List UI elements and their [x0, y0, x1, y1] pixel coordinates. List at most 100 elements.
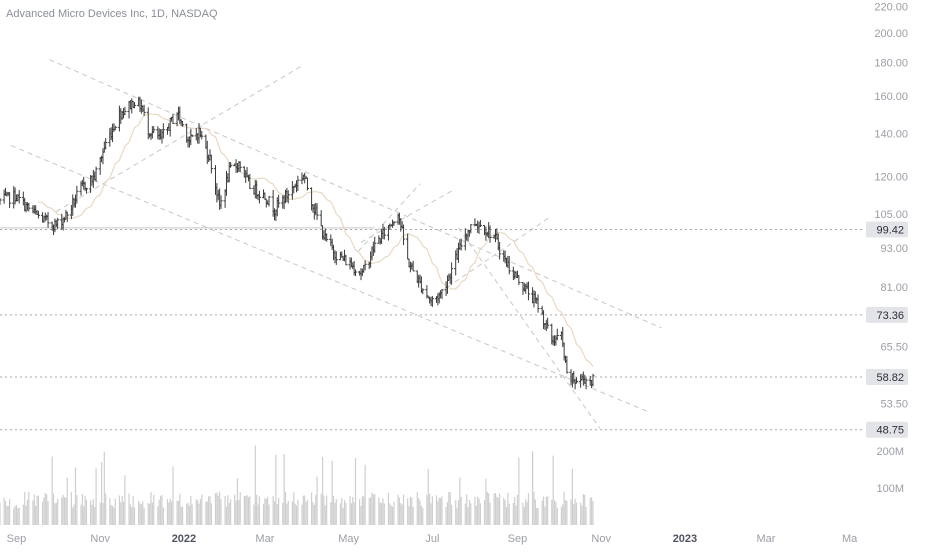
time-tick-label: Mar	[255, 533, 274, 545]
volume-bar	[537, 507, 539, 525]
volume-bar	[220, 499, 222, 525]
chart-title: Advanced Micro Devices Inc, 1D, NASDAQ	[6, 8, 218, 20]
trend-line[interactable]	[447, 216, 551, 288]
trend-line[interactable]	[458, 227, 601, 429]
volume-bar	[43, 497, 45, 525]
volume-bar	[518, 457, 520, 525]
volume-bar	[464, 503, 466, 525]
volume-bar	[512, 502, 514, 525]
volume-bar	[455, 500, 457, 525]
volume-bar	[485, 478, 487, 525]
volume-bar	[418, 497, 420, 525]
price-bar	[478, 220, 483, 228]
volume-bar	[54, 503, 56, 525]
price-bar	[449, 262, 454, 285]
volume-bar	[268, 504, 270, 525]
volume-bar	[217, 495, 219, 525]
volume-bar	[111, 505, 114, 525]
volume-bar	[474, 497, 476, 525]
volume-bar	[343, 499, 346, 525]
volume-bar	[179, 493, 181, 525]
price-bar	[411, 260, 415, 272]
trend-line[interactable]	[10, 145, 649, 413]
volume-bar	[147, 503, 149, 525]
volume-bar	[138, 500, 140, 525]
volume-bar	[186, 503, 188, 525]
price-level-label: 58.82	[866, 368, 908, 385]
volume-bar	[573, 503, 575, 525]
time-axis[interactable]: Sep Nov 2022 Mar May Jul Sep Nov 2023 Mar Ma	[7, 533, 858, 545]
volume-bar	[128, 493, 130, 525]
volume-bar	[560, 506, 562, 525]
volume-bar	[545, 496, 547, 525]
price-bar	[248, 173, 252, 190]
volume-bar	[334, 502, 336, 525]
volume-bar	[353, 502, 355, 525]
price-bar	[319, 210, 323, 227]
volume-bar	[589, 498, 591, 525]
volume-bar	[402, 494, 405, 525]
volume-bar	[571, 468, 573, 525]
price-tick-label: 53.50	[880, 399, 908, 411]
volume-bar	[181, 506, 184, 525]
volume-bar	[83, 506, 85, 525]
price-bar	[315, 203, 319, 220]
volume-bar	[475, 505, 477, 525]
volume-bar	[497, 497, 499, 525]
svg-text:58.82: 58.82	[876, 372, 904, 384]
volume-bar	[345, 502, 347, 525]
price-axis[interactable]: 220.00 200.00 180.00 160.00 140.00 120.00 105.…	[874, 1, 908, 410]
volume-bar	[387, 492, 390, 525]
volume-bar	[227, 495, 229, 525]
volume-bar	[393, 501, 395, 525]
volume-bar	[470, 503, 472, 525]
volume-bar	[245, 496, 247, 525]
volume-bar	[555, 501, 557, 525]
volume-bar	[320, 493, 322, 525]
volume-bar	[92, 499, 94, 525]
volume-bar	[370, 497, 372, 525]
trend-lines-layer	[0, 59, 662, 429]
volume-bar	[80, 504, 82, 525]
volume-bar	[456, 508, 458, 525]
volume-bar	[36, 495, 38, 525]
volume-bar	[25, 505, 27, 525]
volume-bar	[582, 494, 584, 525]
volume-bar	[94, 506, 96, 525]
volume-bar	[391, 506, 394, 525]
volume-bar	[419, 500, 421, 525]
volume-bar	[562, 504, 564, 525]
volume-bar	[533, 491, 535, 525]
volume-bar	[0, 502, 1, 525]
price-level-labels: 99.42 73.36 58.82 48.75	[866, 221, 908, 438]
volume-bar	[170, 501, 173, 525]
volume-bar	[359, 499, 361, 525]
volume-bar	[335, 498, 337, 525]
volume-bar	[103, 451, 105, 525]
volume-bar	[574, 498, 576, 525]
volume-bar	[26, 499, 29, 525]
volume-bar	[330, 501, 332, 525]
volume-bar	[249, 496, 251, 525]
volume-bar	[361, 496, 363, 525]
price-bar	[228, 162, 233, 168]
volume-bar	[198, 503, 200, 525]
volume-bar	[531, 451, 534, 525]
volume-bar	[401, 504, 403, 525]
trend-line[interactable]	[49, 59, 662, 329]
volume-bar	[151, 502, 153, 525]
price-bar	[392, 221, 396, 227]
trend-line[interactable]	[357, 183, 421, 252]
volume-bar	[486, 491, 488, 525]
volume-bar	[478, 498, 480, 525]
trend-line[interactable]	[56, 65, 303, 212]
volume-bar	[427, 468, 429, 525]
volume-bar	[411, 497, 413, 525]
price-bar	[46, 211, 50, 228]
volume-bar	[278, 498, 280, 525]
volume-bar	[276, 504, 278, 525]
volume-bar	[467, 507, 469, 525]
price-bar	[123, 106, 127, 116]
